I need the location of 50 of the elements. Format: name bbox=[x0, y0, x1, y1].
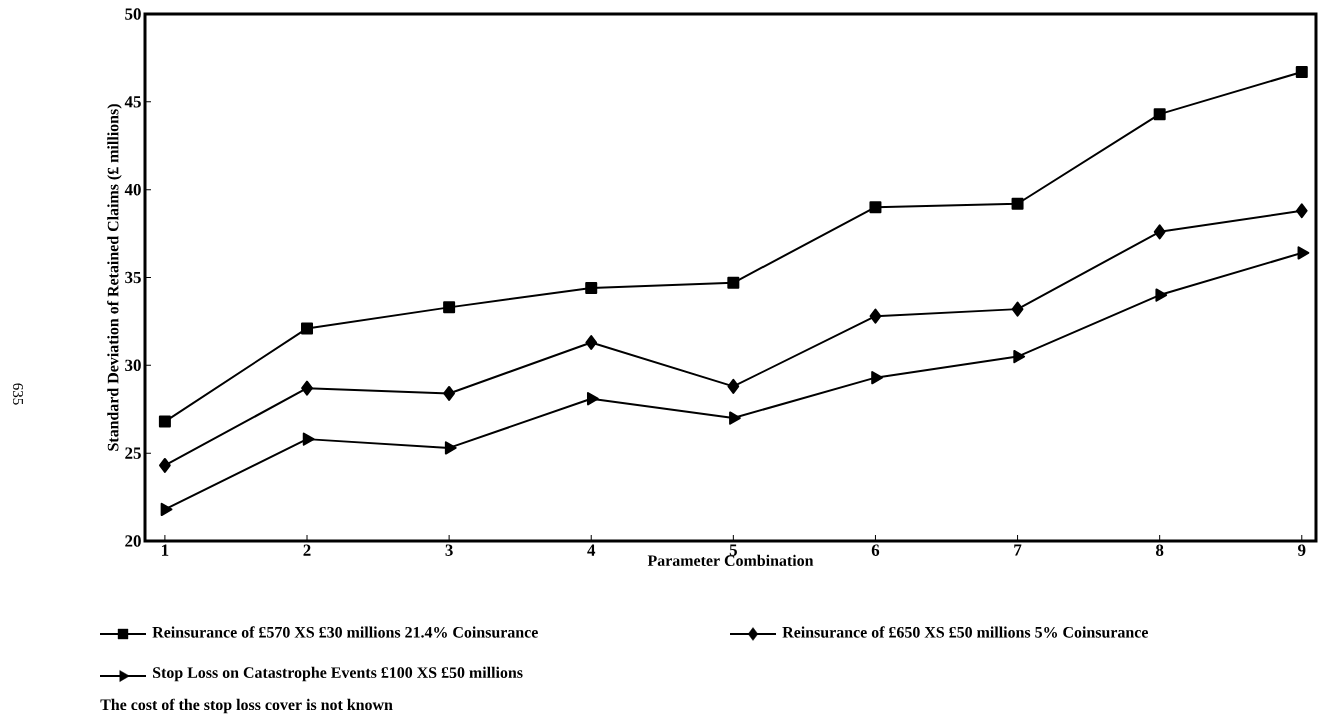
x-tick-label: 9 bbox=[1298, 544, 1306, 556]
y-tick-label: 25 bbox=[125, 447, 141, 459]
point bbox=[1295, 65, 1308, 78]
point bbox=[301, 322, 314, 335]
y-tick-label: 35 bbox=[125, 271, 141, 284]
x-tick-label: 3 bbox=[445, 544, 453, 556]
point bbox=[444, 441, 457, 455]
point bbox=[1011, 301, 1024, 317]
point bbox=[585, 335, 598, 350]
point bbox=[1153, 108, 1166, 121]
point bbox=[871, 371, 883, 385]
legend-label: Stop Loss on Catastrophe Events £100 XS £50 millions bbox=[153, 666, 523, 682]
point bbox=[585, 282, 598, 295]
point bbox=[1011, 197, 1024, 210]
point bbox=[159, 457, 171, 473]
point bbox=[1295, 203, 1308, 219]
x-tick-label: 5 bbox=[729, 544, 737, 556]
y-tick-label: 50 bbox=[125, 8, 141, 20]
point bbox=[1013, 349, 1026, 364]
x-tick-label: 1 bbox=[162, 544, 169, 556]
point bbox=[443, 385, 455, 401]
legend-label: Reinsurance of £650 XS £50 millions 5% Coinsurance bbox=[782, 626, 1148, 638]
point bbox=[443, 301, 456, 314]
x-tick-label: 2 bbox=[303, 544, 311, 556]
text: 635 bbox=[12, 383, 24, 405]
point bbox=[729, 411, 741, 425]
y-tick-label: 20 bbox=[125, 535, 141, 547]
point bbox=[160, 502, 173, 517]
text: The cost of the stop loss cover is not known bbox=[100, 698, 393, 714]
legend-label: Reinsurance of £570 XS £30 millions 21.4% Coinsurance bbox=[152, 626, 538, 638]
point bbox=[1297, 246, 1310, 260]
point bbox=[869, 308, 882, 324]
point bbox=[1153, 224, 1166, 240]
y-tick-label: 30 bbox=[125, 359, 141, 372]
x-tick-label: 8 bbox=[1156, 544, 1164, 556]
point bbox=[869, 201, 882, 214]
point bbox=[301, 380, 313, 396]
y-tick-label: 40 bbox=[124, 183, 141, 196]
point bbox=[727, 276, 740, 289]
x-tick-label: 6 bbox=[871, 544, 880, 556]
x-tick-label: 7 bbox=[1014, 544, 1022, 556]
x-tick-label: 4 bbox=[587, 544, 596, 556]
x-axis-title: Parameter Combination bbox=[647, 554, 814, 567]
point bbox=[727, 378, 740, 394]
point bbox=[586, 392, 599, 406]
point bbox=[302, 432, 315, 446]
y-axis-title: Standard Deviation of Retained Claims (£ millions) bbox=[107, 104, 122, 451]
point bbox=[1155, 288, 1168, 302]
point bbox=[158, 415, 171, 428]
y-tick-label: 45 bbox=[124, 96, 141, 108]
